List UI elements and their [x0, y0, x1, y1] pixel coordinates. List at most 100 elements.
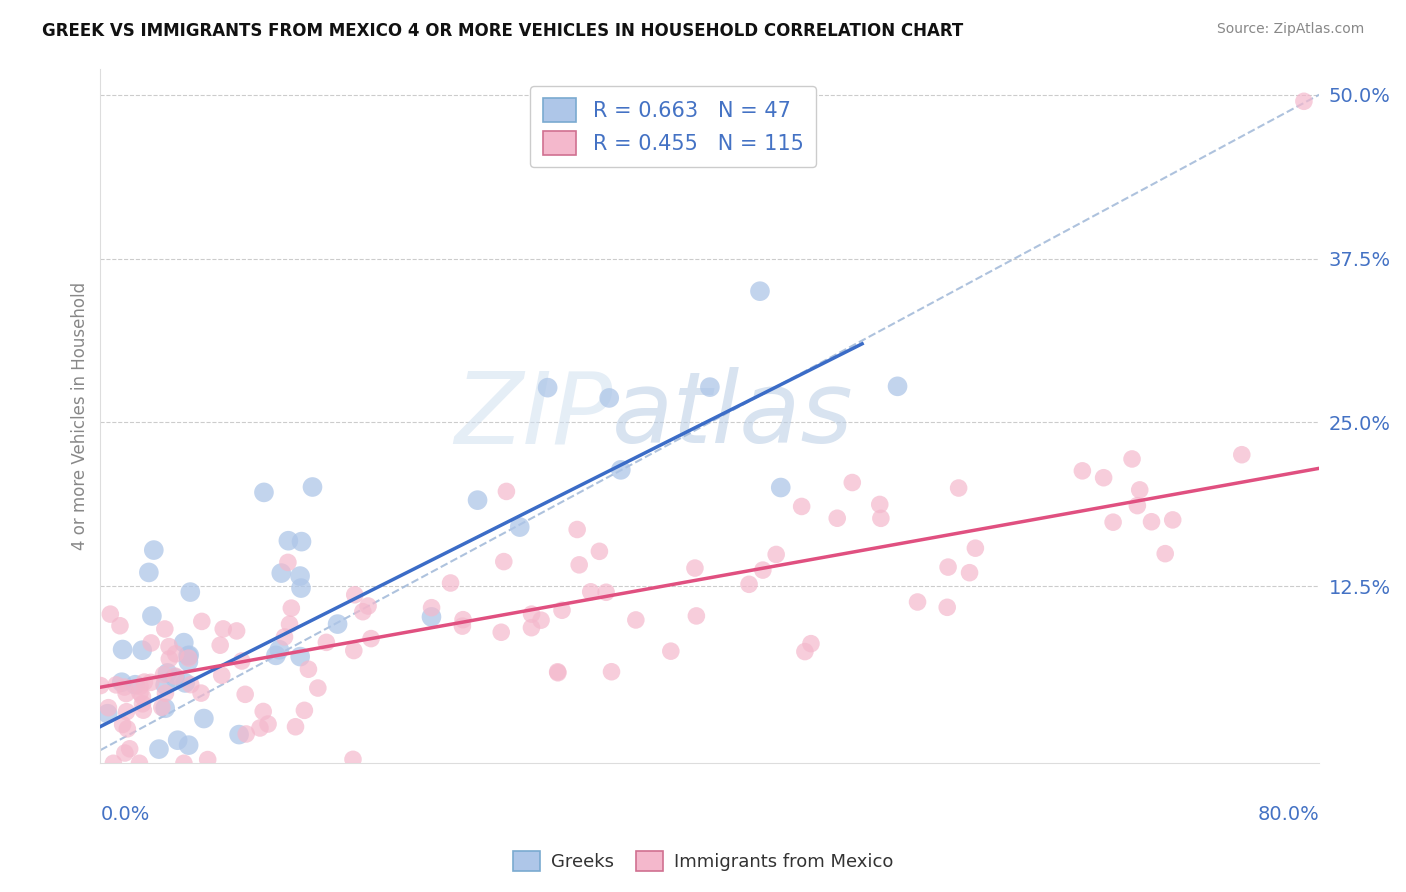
Point: [211, 668, 233, 682]
Point: [492, 555, 515, 569]
Point: [800, 637, 823, 651]
Point: [277, 533, 299, 548]
Point: [793, 644, 815, 658]
Point: [624, 613, 647, 627]
Point: [870, 511, 893, 525]
Point: [179, 585, 201, 599]
Point: [769, 481, 792, 495]
Point: [153, 678, 176, 692]
Point: [114, 680, 136, 694]
Point: [699, 380, 721, 394]
Point: [288, 569, 311, 583]
Point: [547, 665, 569, 679]
Point: [530, 613, 553, 627]
Point: [231, 654, 253, 668]
Point: [1129, 483, 1152, 497]
Point: [165, 669, 187, 683]
Point: [357, 599, 380, 613]
Point: [301, 480, 323, 494]
Point: [959, 566, 981, 580]
Point: [257, 717, 280, 731]
Legend: Greeks, Immigrants from Mexico: Greeks, Immigrants from Mexico: [506, 844, 900, 879]
Point: [129, 680, 152, 694]
Point: [139, 675, 162, 690]
Point: [249, 721, 271, 735]
Point: [163, 671, 186, 685]
Point: [752, 563, 775, 577]
Point: [907, 595, 929, 609]
Point: [139, 636, 162, 650]
Point: [1102, 515, 1125, 529]
Point: [1161, 513, 1184, 527]
Point: [420, 610, 443, 624]
Point: [326, 617, 349, 632]
Point: [886, 379, 908, 393]
Point: [568, 558, 591, 572]
Point: [738, 577, 761, 591]
Point: [142, 543, 165, 558]
Point: [179, 648, 201, 663]
Point: [115, 705, 138, 719]
Point: [588, 544, 610, 558]
Point: [128, 756, 150, 771]
Point: [451, 619, 474, 633]
Point: [153, 622, 176, 636]
Point: [90, 679, 112, 693]
Point: [148, 742, 170, 756]
Point: [97, 706, 120, 721]
Point: [98, 607, 121, 621]
Point: [212, 622, 235, 636]
Point: [173, 635, 195, 649]
Point: [520, 621, 543, 635]
Point: [489, 625, 512, 640]
Point: [1121, 452, 1143, 467]
Point: [150, 700, 173, 714]
Point: [228, 728, 250, 742]
Point: [1140, 515, 1163, 529]
Point: [520, 607, 543, 621]
Point: [141, 609, 163, 624]
Point: [166, 733, 188, 747]
Point: [134, 675, 156, 690]
Point: [155, 686, 177, 700]
Point: [117, 722, 139, 736]
Point: [174, 676, 197, 690]
Y-axis label: 4 or more Vehicles in Household: 4 or more Vehicles in Household: [72, 282, 89, 550]
Point: [156, 665, 179, 680]
Point: [108, 619, 131, 633]
Point: [115, 687, 138, 701]
Point: [278, 617, 301, 632]
Point: [307, 681, 329, 695]
Point: [103, 756, 125, 771]
Point: [138, 566, 160, 580]
Point: [451, 613, 474, 627]
Point: [129, 686, 152, 700]
Point: [197, 753, 219, 767]
Point: [825, 511, 848, 525]
Point: [191, 615, 214, 629]
Point: [208, 769, 231, 783]
Point: [277, 555, 299, 569]
Point: [547, 665, 569, 680]
Point: [1230, 448, 1253, 462]
Point: [280, 601, 302, 615]
Point: [297, 662, 319, 676]
Point: [598, 391, 620, 405]
Point: [565, 523, 588, 537]
Point: [1154, 547, 1177, 561]
Point: [111, 675, 134, 690]
Point: [685, 608, 707, 623]
Point: [579, 584, 602, 599]
Point: [749, 284, 772, 298]
Point: [292, 703, 315, 717]
Point: [190, 686, 212, 700]
Point: [467, 493, 489, 508]
Point: [273, 630, 295, 644]
Point: [936, 600, 959, 615]
Point: [111, 642, 134, 657]
Point: [264, 648, 287, 663]
Point: [869, 498, 891, 512]
Point: [114, 746, 136, 760]
Point: [420, 600, 443, 615]
Point: [595, 585, 617, 599]
